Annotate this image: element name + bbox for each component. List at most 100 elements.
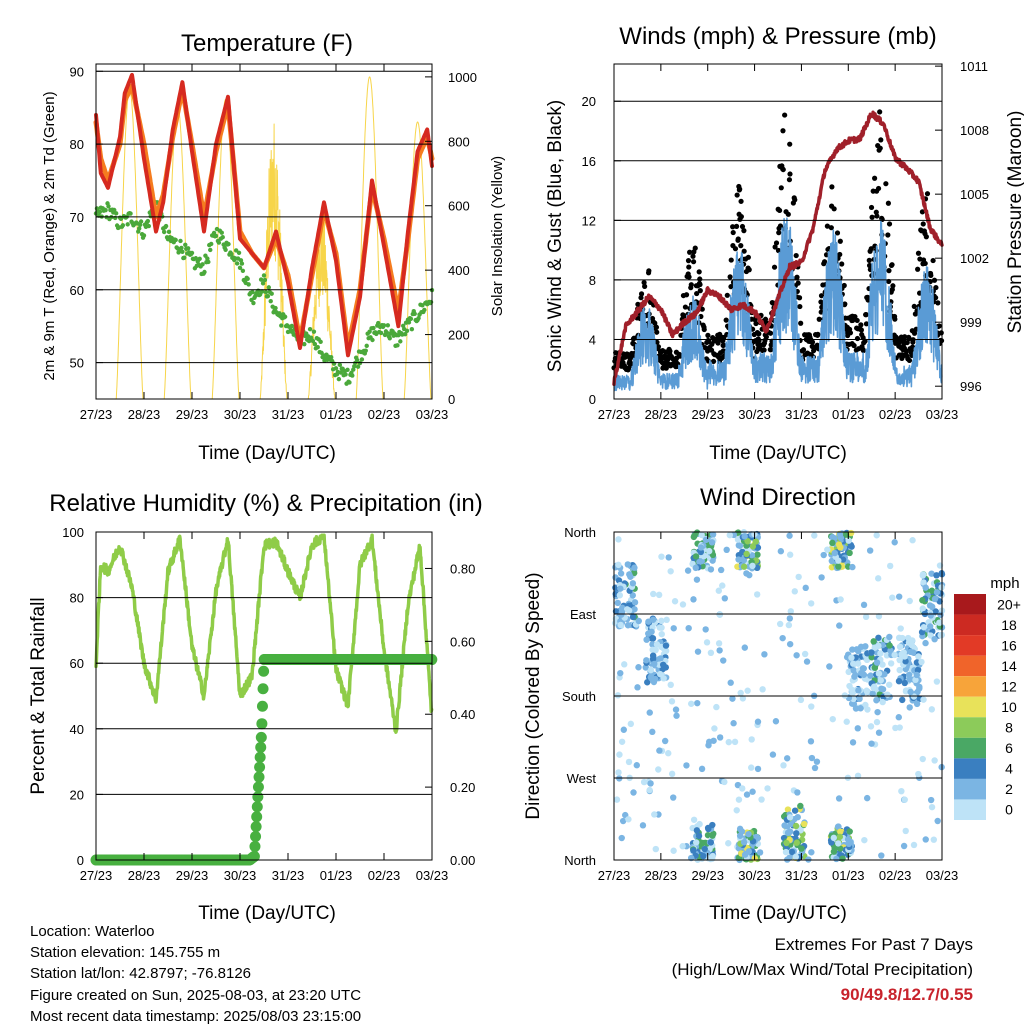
dewpoint-point [118, 216, 124, 222]
direction-point [793, 830, 800, 837]
gust-point [741, 248, 747, 254]
direction-point [852, 705, 860, 712]
dewpoint-point [209, 241, 214, 247]
direction-point [735, 556, 742, 563]
direction-point [875, 670, 883, 677]
direction-point [633, 762, 640, 769]
pressure-ytick-label: 1008 [960, 123, 989, 138]
direction-point [657, 655, 664, 662]
colorbar-label: 18 [1001, 617, 1017, 633]
colorbar-label: 0 [1005, 802, 1013, 818]
direction-point [891, 539, 898, 546]
direction-point [845, 668, 852, 676]
direction-point [877, 677, 885, 684]
rainfall-point [249, 840, 261, 852]
dewpoint-point [120, 223, 126, 228]
gust-point [746, 267, 752, 273]
gust-point [638, 295, 644, 301]
direction-point [708, 855, 716, 862]
direction-point [808, 849, 815, 856]
dir-xtick-label: 31/23 [785, 868, 818, 883]
direction-point [843, 718, 850, 725]
wind-direction-y-label: Direction (Colored By Speed) [523, 572, 544, 819]
direction-point [792, 853, 800, 861]
gust-point [938, 330, 944, 336]
direction-point [627, 573, 634, 580]
dewpoint-point [189, 250, 195, 256]
direction-point [614, 599, 621, 607]
direction-point [741, 533, 748, 540]
direction-point [658, 617, 665, 625]
dewpoint-point [234, 261, 240, 266]
direction-point [786, 640, 794, 648]
gust-point [735, 236, 741, 242]
dewpoint-point [197, 256, 202, 261]
direction-point [919, 755, 926, 763]
gust-point [919, 209, 926, 215]
direction-point [708, 539, 716, 546]
direction-point [697, 544, 705, 551]
gust-point [686, 264, 692, 270]
rh-frame [95, 531, 433, 861]
colorbar-swatch [954, 594, 986, 615]
rh-ytick-label: 60 [70, 656, 84, 671]
gust-point [776, 230, 782, 236]
gust-point [873, 209, 879, 215]
direction-point [835, 563, 842, 570]
gust-point [687, 249, 693, 255]
direction-point [933, 678, 941, 685]
gust-point [786, 177, 793, 183]
direction-point [720, 657, 727, 664]
gust-point [906, 357, 913, 364]
direction-point [782, 848, 790, 856]
rh-ytick-label: 20 [70, 787, 84, 802]
gust-point [730, 224, 736, 230]
gust-point [737, 186, 743, 192]
gust-point [877, 145, 883, 151]
gust-point [883, 181, 889, 187]
gust-point [723, 317, 729, 323]
colorbar-swatch [954, 778, 986, 800]
dewpoint-point [128, 211, 133, 216]
wind-xtick-label: 29/23 [691, 407, 724, 422]
direction-point [679, 601, 687, 608]
direction-point [862, 613, 870, 621]
dewpoint-point [355, 364, 361, 369]
gust-point [794, 274, 800, 280]
gust-point [710, 358, 717, 364]
dewpoint-point [406, 320, 412, 325]
direction-point [694, 648, 702, 655]
direction-point [646, 709, 653, 716]
direction-point [629, 580, 637, 587]
direction-point [784, 829, 792, 837]
gust-point [683, 292, 690, 298]
temperature-panel: Temperature (F) 50 60 70 80 90 0 200 400 600 800 1… [41, 30, 506, 464]
dewpoint-point [402, 331, 408, 337]
rh-xtick-label: 31/23 [272, 868, 305, 883]
direction-point [759, 686, 766, 693]
direction-point [662, 642, 670, 649]
gust-point [728, 257, 734, 263]
gust-point [772, 244, 778, 250]
direction-point [659, 661, 667, 669]
direction-point [907, 688, 914, 696]
direction-point [711, 725, 718, 732]
direction-point [808, 754, 816, 762]
direction-point [833, 855, 840, 863]
direction-point [919, 605, 926, 612]
wind-xtick-label: 28/23 [645, 407, 678, 422]
direction-point [868, 649, 875, 656]
direction-point [749, 788, 756, 795]
gust-point [878, 137, 884, 143]
direction-point [811, 764, 819, 772]
gust-point [841, 282, 847, 289]
dewpoint-point [395, 343, 400, 348]
temp-ytick-label: 50 [70, 356, 84, 371]
direction-point [896, 724, 903, 731]
dir-xtick-label: 29/23 [691, 868, 724, 883]
gust-point [763, 334, 769, 340]
wind-direction-title: Wind Direction [700, 484, 856, 511]
wind-xtick-label: 03/23 [926, 407, 959, 422]
temp-xtick-label: 31/23 [272, 407, 305, 422]
dir-xtick-label: 03/23 [926, 868, 959, 883]
